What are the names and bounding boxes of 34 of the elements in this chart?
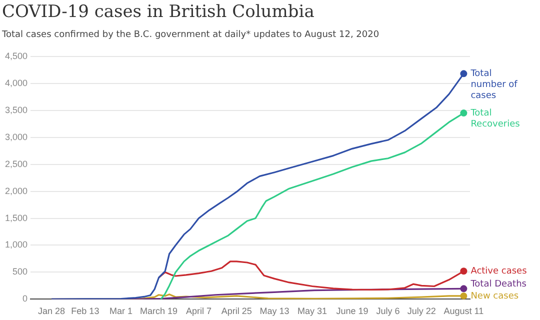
x-tick-label: March 19 — [140, 306, 178, 316]
x-tick-label: April 7 — [186, 306, 212, 316]
series-label: Total Deaths — [470, 279, 527, 290]
chart-subtitle: Total cases confirmed by the B.C. government at daily* updates to August 12, 2020 — [2, 30, 380, 40]
y-tick-label: 2,500 — [4, 158, 28, 169]
x-tick-label: August 11 — [444, 306, 484, 316]
y-tick-label: 3,000 — [4, 132, 28, 142]
y-tick-label: 500 — [12, 266, 28, 277]
point — [460, 110, 468, 117]
y-tick-label: 1,500 — [4, 212, 28, 223]
y-tick-label: 3,500 — [4, 104, 28, 115]
series-label: Total number of cases — [470, 69, 518, 102]
point — [460, 70, 468, 78]
x-tick-label: May 13 — [260, 306, 290, 316]
y-tick-label: 4,500 — [4, 50, 28, 61]
x-tick-label: June 19 — [336, 306, 368, 316]
x-tick-label: July 6 — [376, 306, 400, 316]
series-label: Total Recoveries — [470, 108, 520, 130]
y-tick-label: 4,000 — [4, 78, 28, 88]
x-tick-label: Feb 13 — [71, 306, 100, 316]
x-tick-label: Mar 1 — [109, 306, 132, 316]
series-label: New cases — [470, 291, 519, 302]
point — [460, 292, 468, 300]
x-tick-label: May 31 — [298, 306, 328, 316]
x-tick-label: Jan 28 — [38, 306, 66, 316]
y-tick-label: 1,000 — [4, 240, 28, 250]
x-tick-label: April 25 — [221, 306, 252, 316]
point — [460, 268, 468, 275]
x-tick-label: July 22 — [407, 306, 436, 316]
series-label: Active cases — [470, 266, 528, 276]
y-tick-label: 2,000 — [4, 186, 28, 196]
y-tick-label: 0 — [22, 294, 28, 304]
chart-title: COVID-19 cases in British Columbia — [2, 2, 314, 22]
point — [460, 285, 468, 292]
